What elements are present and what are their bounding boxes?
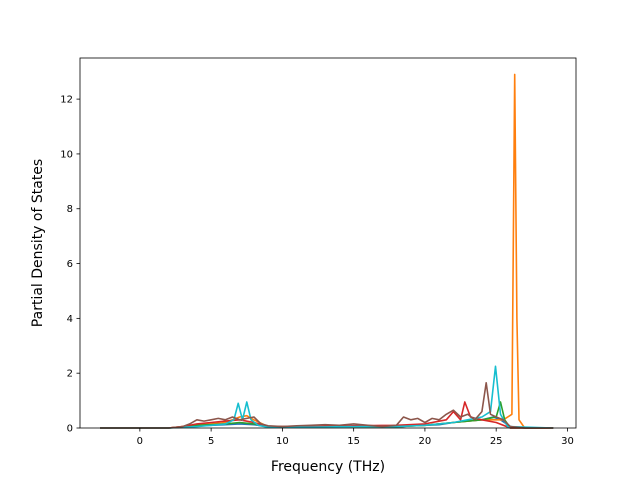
y-tick-label: 10 — [60, 149, 73, 160]
x-tick-label: 5 — [208, 436, 214, 447]
y-tick-label: 8 — [67, 204, 73, 215]
y-tick-label: 0 — [67, 424, 73, 435]
y-axis-ticks: 0 2 4 6 8 10 12 — [60, 95, 80, 435]
x-tick-label: 15 — [347, 436, 360, 447]
x-tick-label: 10 — [276, 436, 289, 447]
x-axis-label: Frequency (THz) — [271, 459, 385, 475]
series-layer — [100, 73, 554, 429]
plot-frame — [79, 57, 577, 429]
x-tick-label: 30 — [561, 436, 574, 447]
x-axis-ticks: 0 5 10 15 20 25 30 — [137, 428, 574, 447]
y-tick-label: 6 — [67, 259, 73, 270]
y-tick-label: 12 — [60, 95, 73, 106]
y-tick-label: 4 — [67, 314, 73, 325]
series-line-5 — [100, 365, 554, 429]
x-tick-label: 20 — [419, 436, 432, 447]
series-line-6 — [100, 381, 554, 429]
x-tick-label: 0 — [137, 436, 143, 447]
y-axis-label: Partial Density of States — [30, 159, 46, 327]
y-tick-label: 2 — [67, 369, 73, 380]
x-tick-label: 25 — [490, 436, 503, 447]
